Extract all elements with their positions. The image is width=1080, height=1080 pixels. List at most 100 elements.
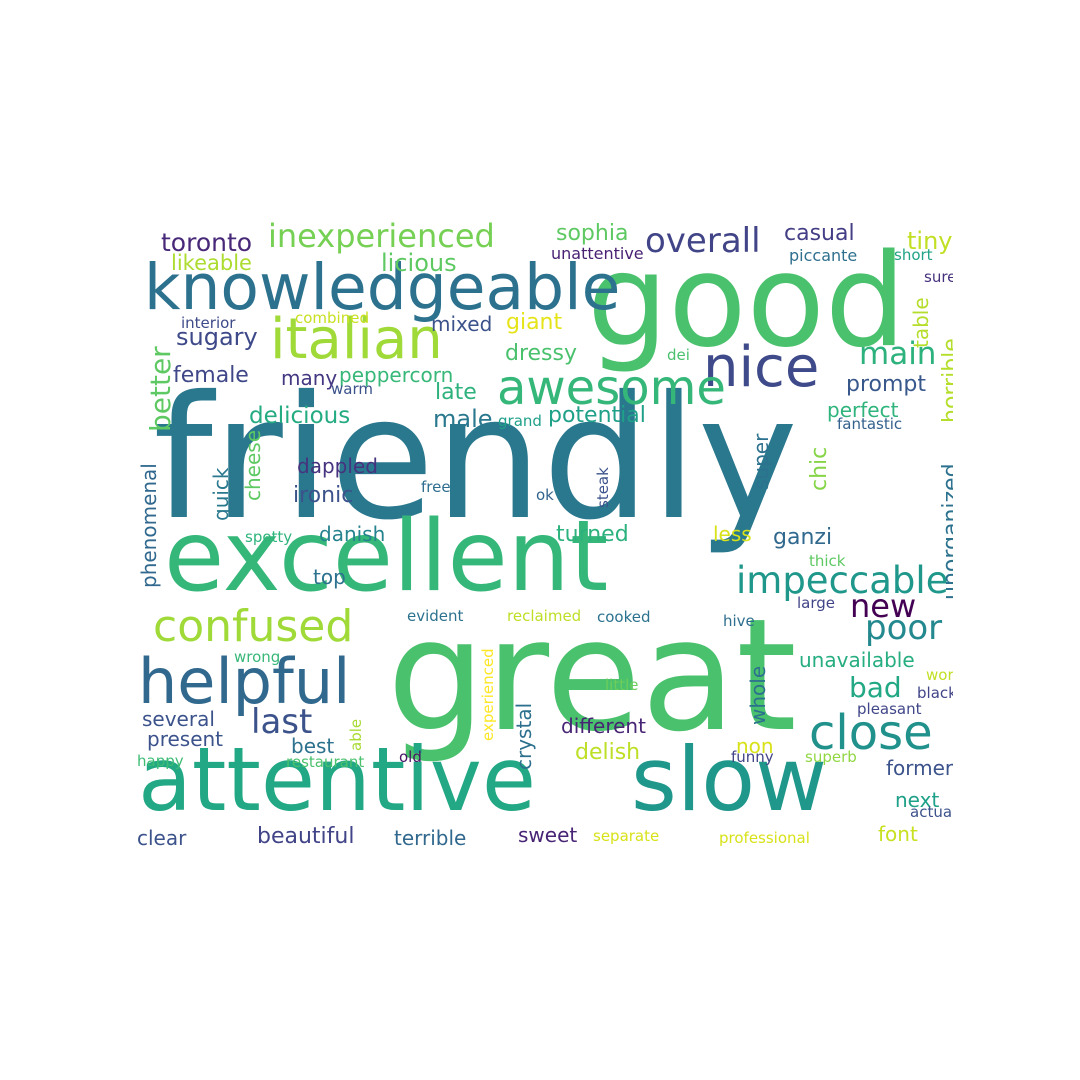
word-potential: potential <box>548 403 646 428</box>
word-free: free <box>421 478 451 496</box>
word-restaurant: restaurant <box>286 753 365 771</box>
word-confused: confused <box>153 601 354 652</box>
word-dappled: dappled <box>297 454 378 478</box>
word-different: different <box>561 714 646 738</box>
word-present: present <box>147 727 224 751</box>
word-fantastic: fantastic <box>837 415 903 433</box>
word-danish: danish <box>319 522 386 546</box>
word-bad: bad <box>849 671 902 704</box>
word-ok: ok <box>536 486 554 504</box>
word-overall: overall <box>645 221 761 261</box>
word-impeccable: impeccable <box>736 559 949 602</box>
word-late: late <box>435 380 477 405</box>
word-superb: superb <box>805 748 857 766</box>
word-whole: whole <box>746 665 770 725</box>
word-little: little <box>605 676 639 694</box>
word-great: great <box>387 585 797 766</box>
word-knowledgeable: knowledgeable <box>144 251 621 324</box>
word-less: less <box>713 522 752 546</box>
word-spotty: spotty <box>245 528 293 546</box>
word-new: new <box>850 587 917 625</box>
word-sure: sure <box>924 268 953 286</box>
word-delish: delish <box>575 740 641 765</box>
word-experienced: experienced <box>479 648 497 741</box>
word-worst: worst <box>926 666 953 684</box>
word-casual: casual <box>784 221 855 246</box>
word-italian: italian <box>270 307 443 372</box>
word-tiny: tiny <box>907 227 953 255</box>
word-actual: actual <box>910 803 953 821</box>
word-horrible: horrible <box>939 338 953 423</box>
word-dressy: dressy <box>505 341 578 366</box>
word-prompt: prompt <box>846 372 927 397</box>
word-super: super <box>749 433 773 490</box>
word-short: short <box>894 246 933 264</box>
word-giant: giant <box>506 310 563 335</box>
word-sophia: sophia <box>556 221 629 246</box>
word-next: next <box>895 788 940 812</box>
word-thick: thick <box>809 552 846 570</box>
word-slow: slow <box>631 728 828 831</box>
word-best: best <box>291 734 335 758</box>
word-former: former <box>886 756 953 780</box>
word-evident: evident <box>407 607 464 625</box>
word-grand: grand <box>498 412 542 430</box>
word-ganzi: ganzi <box>773 525 833 550</box>
word-non: non <box>736 734 774 758</box>
word-black: black <box>917 684 953 702</box>
word-helpful: helpful <box>138 645 351 718</box>
word-poor: poor <box>865 608 943 648</box>
word-toronto: toronto <box>161 228 253 257</box>
word-awesome: awesome <box>497 360 726 416</box>
word-friendly: friendly <box>153 360 799 558</box>
word-top: top <box>313 565 346 589</box>
word-chic: chic <box>807 446 832 491</box>
word-phenomenal: phenomenal <box>137 463 161 588</box>
word-hive: hive <box>723 612 755 630</box>
word-male: male <box>433 405 493 433</box>
word-font: font <box>878 822 918 846</box>
word-cheese: cheese <box>241 429 265 501</box>
word-able: able <box>347 718 365 751</box>
word-pleasant: pleasant <box>857 700 922 718</box>
word-better: better <box>144 346 177 432</box>
word-wrong: wrong <box>234 648 281 666</box>
word-peppercorn: peppercorn <box>339 363 454 387</box>
word-main: main <box>859 336 937 372</box>
word-separate: separate <box>593 827 660 845</box>
word-funny: funny <box>731 748 774 766</box>
word-warm: warm <box>331 380 373 398</box>
word-interior: interior <box>181 314 236 332</box>
word-ironic: ironic <box>293 483 354 508</box>
word-crystal: crystal <box>512 702 536 770</box>
word-sugary: sugary <box>176 323 258 351</box>
word-delicious: delicious <box>249 403 351 429</box>
word-good: good <box>587 227 907 376</box>
word-female: female <box>173 363 249 388</box>
word-table: table <box>909 297 933 348</box>
word-licious: licious <box>381 249 457 277</box>
word-attentive: attentive <box>138 728 537 831</box>
word-dei: dei <box>667 346 690 364</box>
word-turned: turned <box>556 522 629 547</box>
word-cooked: cooked <box>597 608 651 626</box>
word-piccante: piccante <box>789 246 858 265</box>
word-sweet: sweet <box>518 823 578 847</box>
word-large: large <box>797 594 836 612</box>
word-perfect: perfect <box>827 398 899 422</box>
word-happy: happy <box>137 752 184 770</box>
word-combined: combined <box>295 309 369 327</box>
word-reclaimed: reclaimed <box>507 607 582 625</box>
word-terrible: terrible <box>394 826 467 850</box>
word-close: close <box>809 705 933 761</box>
word-quick: quick <box>209 467 233 521</box>
word-inexperienced: inexperienced <box>268 218 495 255</box>
word-many: many <box>281 366 338 390</box>
word-last: last <box>251 702 313 742</box>
word-cloud: friendly great good excellent attentive slow k… <box>131 218 953 860</box>
word-steak: steak <box>594 467 612 508</box>
word-unattentive: unattentive <box>551 244 644 263</box>
word-unavailable: unavailable <box>799 648 915 672</box>
word-old: old <box>399 748 422 766</box>
word-nice: nice <box>703 335 820 400</box>
